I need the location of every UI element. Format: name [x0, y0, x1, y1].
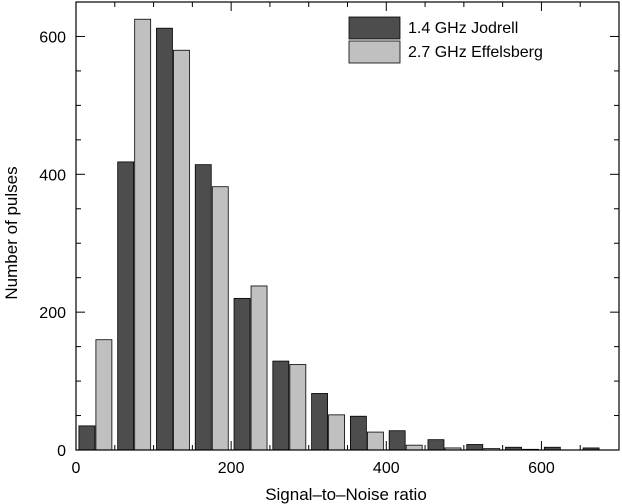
bar-effelsberg-3: [211, 186, 229, 451]
x-tick-label: 400: [373, 460, 400, 477]
y-tick-label: 0: [57, 443, 66, 460]
ticks-layer: 0 200 400 600 0 200 400 600: [39, 2, 619, 477]
bar-jodrell-8: [388, 430, 406, 451]
bar-jodrell-2: [156, 27, 173, 451]
bar-effelsberg-0: [95, 339, 113, 451]
bar-effelsberg-1: [134, 18, 152, 451]
legend-label-jodrell: 1.4 GHz Jodrell: [408, 20, 518, 37]
legend-swatch-effelsberg: [348, 40, 401, 64]
bars-layer: [78, 18, 600, 451]
legend-swatch-jodrell: [348, 16, 401, 40]
legend-label-effelsberg: 2.7 GHz Effelsberg: [408, 44, 543, 61]
y-tick-label: 600: [39, 29, 66, 46]
x-tick-label: 200: [218, 460, 245, 477]
y-tick-label: 200: [39, 305, 66, 322]
bar-jodrell-5: [272, 360, 290, 451]
bar-jodrell-4: [233, 297, 251, 451]
bar-jodrell-9: [427, 439, 445, 451]
x-tick-label: 0: [72, 460, 81, 477]
bar-effelsberg-5: [289, 364, 307, 451]
bar-jodrell-3: [194, 164, 212, 451]
bar-jodrell-10: [466, 444, 484, 451]
bar-jodrell-1: [117, 161, 135, 451]
bar-effelsberg-7: [366, 431, 384, 451]
x-axis-label: Signal–to–Noise ratio: [265, 485, 427, 504]
bar-jodrell-7: [349, 415, 367, 451]
bar-effelsberg-4: [250, 285, 268, 451]
bar-effelsberg-8: [405, 444, 423, 451]
x-tick-label: 600: [528, 460, 555, 477]
y-tick-label: 400: [39, 167, 66, 184]
y-axis-label: Number of pulses: [2, 166, 21, 299]
bar-jodrell-6: [311, 393, 329, 451]
legend: 1.4 GHz Jodrell 2.7 GHz Effelsberg: [348, 16, 543, 64]
bar-effelsberg-2: [173, 49, 190, 451]
bar-effelsberg-6: [328, 414, 346, 451]
bar-jodrell-0: [78, 425, 96, 451]
